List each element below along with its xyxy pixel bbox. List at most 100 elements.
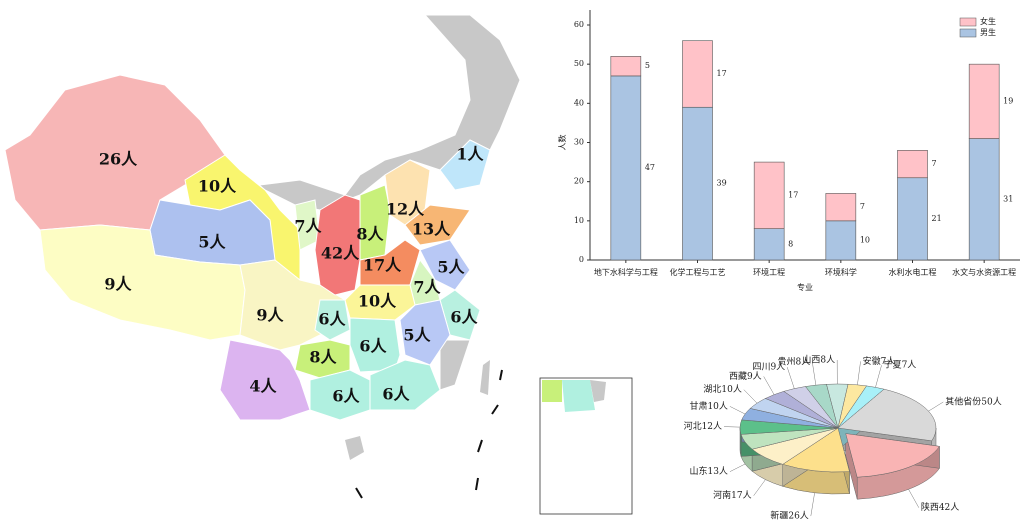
data-label: 31 bbox=[1003, 194, 1013, 203]
bar-segment bbox=[825, 193, 857, 222]
province bbox=[314, 299, 351, 341]
data-label: 7 bbox=[860, 202, 865, 211]
province bbox=[399, 299, 451, 366]
islands bbox=[355, 369, 503, 499]
bar-segment bbox=[682, 106, 713, 261]
leader-line bbox=[763, 376, 775, 395]
y-tick-label: 20 bbox=[574, 177, 584, 186]
bar-segment bbox=[610, 75, 642, 261]
bar-segment bbox=[968, 138, 1000, 261]
province-label: 9人 bbox=[256, 306, 284, 325]
bar-chart: 0 10 20 30 40 50 60 地下水科学与工程 47 5 化学工程与工艺 39 17 环境工程 8… bbox=[557, 10, 1020, 292]
province-label: 10人 bbox=[198, 177, 237, 196]
province-label: 6人 bbox=[332, 387, 360, 406]
province bbox=[359, 184, 391, 261]
province-label: 8人 bbox=[356, 225, 384, 244]
pie-label: 宁夏7人 bbox=[884, 359, 917, 371]
x-tick-label: 水文与水资源工程 bbox=[952, 267, 1016, 277]
y-tick-label: 40 bbox=[574, 98, 584, 107]
gray-region bbox=[345, 436, 364, 460]
leader-line bbox=[875, 365, 882, 388]
x-tick-label: 环境科学 bbox=[825, 267, 857, 277]
pie-label: 贵州8人 bbox=[778, 355, 811, 367]
bar-segment bbox=[610, 56, 642, 77]
data-label: 10 bbox=[860, 235, 870, 244]
province-label: 8人 bbox=[309, 348, 337, 367]
data-label: 7 bbox=[932, 159, 937, 168]
leader-line bbox=[743, 389, 758, 404]
province-label: 6人 bbox=[450, 308, 478, 327]
data-label: 39 bbox=[717, 179, 727, 188]
pie-slice bbox=[845, 433, 940, 478]
map-base bbox=[224, 14, 633, 515]
pie-slice bbox=[837, 388, 937, 442]
province bbox=[404, 204, 471, 246]
leader-line bbox=[857, 361, 861, 385]
x-axis-label: 专业 bbox=[797, 282, 813, 292]
province bbox=[369, 359, 441, 411]
y-tick-label: 30 bbox=[574, 138, 584, 147]
pie-label: 安徽7人 bbox=[863, 355, 896, 367]
province-label: 10人 bbox=[358, 292, 397, 311]
pie-label: 河南17人 bbox=[713, 489, 751, 501]
data-label: 19 bbox=[1003, 96, 1013, 105]
y-tick-label: 10 bbox=[574, 216, 584, 225]
x-tick-label: 环境工程 bbox=[753, 267, 785, 277]
pie-label: 西藏9人 bbox=[729, 370, 762, 382]
province-label: 9人 bbox=[104, 275, 132, 294]
bar-segment bbox=[682, 40, 713, 108]
legend-swatch bbox=[959, 28, 977, 38]
leader-line bbox=[729, 406, 746, 415]
leader-line bbox=[753, 479, 766, 496]
pie-label: 山西8人 bbox=[802, 355, 835, 366]
inset-land bbox=[590, 380, 606, 402]
gray-region bbox=[480, 360, 490, 395]
legend-swatch bbox=[959, 17, 977, 27]
leader-line bbox=[810, 492, 815, 517]
province-label: 42人 bbox=[321, 244, 360, 263]
leader-line bbox=[928, 401, 944, 412]
y-axis-label: 人数 bbox=[557, 135, 567, 151]
x-tick-label: 水利水电工程 bbox=[889, 267, 937, 277]
province-label: 5人 bbox=[403, 326, 431, 345]
x-tick-label: 地下水科学与工程 bbox=[594, 267, 658, 277]
province-label: 4人 bbox=[249, 377, 277, 396]
legend-label: 女生 bbox=[980, 16, 996, 26]
bar-segment bbox=[897, 150, 928, 179]
data-label: 17 bbox=[788, 190, 798, 199]
pie-label: 甘肃10人 bbox=[689, 400, 727, 412]
pie-slice bbox=[837, 385, 885, 429]
pie-label: 陕西42人 bbox=[921, 501, 959, 513]
data-label: 21 bbox=[932, 214, 942, 223]
bar-segment bbox=[897, 177, 928, 261]
leader-line bbox=[729, 463, 746, 472]
data-label: 5 bbox=[645, 61, 650, 70]
province bbox=[439, 139, 491, 191]
pie-slice bbox=[782, 427, 850, 473]
province-label: 13人 bbox=[412, 220, 451, 239]
pie-label: 四川9人 bbox=[752, 362, 785, 373]
province-label: 6人 bbox=[318, 310, 346, 329]
bar-segment bbox=[753, 228, 785, 261]
inset-land bbox=[542, 380, 562, 402]
bar-segment bbox=[968, 63, 1000, 139]
pie-label: 湖北10人 bbox=[703, 384, 741, 395]
gray-region bbox=[439, 339, 471, 391]
y-tick-label: 60 bbox=[574, 20, 584, 29]
legend-label: 男生 bbox=[980, 27, 996, 37]
province-label: 7人 bbox=[294, 217, 322, 236]
pie-label: 河北12人 bbox=[684, 420, 722, 432]
leader-line bbox=[908, 489, 920, 508]
inset-land bbox=[562, 380, 595, 412]
province-label: 5人 bbox=[437, 258, 465, 277]
y-tick-label: 0 bbox=[579, 255, 584, 264]
bar-segment bbox=[753, 161, 785, 229]
province-label: 7人 bbox=[413, 278, 441, 297]
province-label: 5人 bbox=[198, 233, 226, 252]
x-tick-label: 化学工程与工艺 bbox=[670, 267, 726, 277]
bar-segment bbox=[825, 220, 857, 261]
province-label: 12人 bbox=[386, 200, 425, 219]
